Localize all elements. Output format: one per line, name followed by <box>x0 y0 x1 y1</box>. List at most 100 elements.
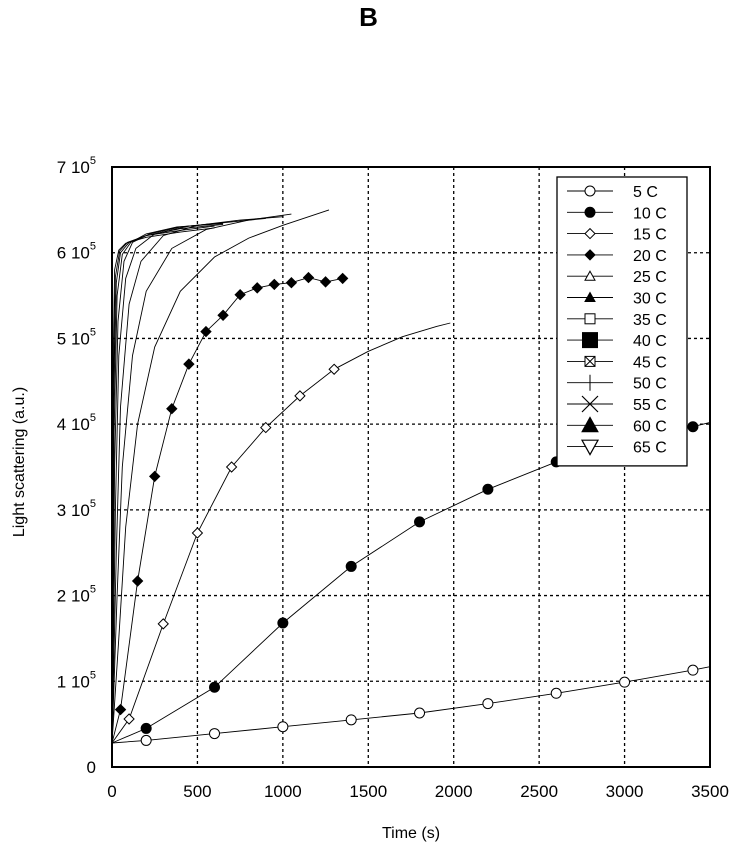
x-tick-label: 0 <box>107 782 116 801</box>
y-tick-label: 0 <box>87 758 96 777</box>
y-tick-mantissa: 3 <box>57 501 71 520</box>
y-tick-label: 2 105 <box>57 584 96 606</box>
legend-label: 35 C <box>633 312 667 329</box>
legend-marker-cross <box>584 356 596 367</box>
data-point <box>114 703 127 716</box>
legend-label: 55 C <box>633 397 667 414</box>
legend-label: 10 C <box>633 205 667 222</box>
y-tick-mantissa: 5 <box>57 329 71 348</box>
legend-label: 40 C <box>633 333 667 350</box>
y-tick-base: 10 <box>71 329 90 348</box>
y-tick-mantissa: 1 <box>57 672 71 691</box>
legend-marker <box>584 291 596 302</box>
data-point <box>225 461 238 473</box>
legend-marker <box>584 227 596 240</box>
legend-box <box>556 176 688 467</box>
data-point <box>140 734 152 746</box>
data-point <box>619 676 631 688</box>
plot-frame <box>111 166 711 768</box>
y-tick-exponent: 5 <box>90 241 96 253</box>
data-point <box>157 618 169 630</box>
series-line <box>111 222 224 744</box>
legend-label: 30 C <box>633 291 667 308</box>
data-point <box>268 278 281 291</box>
data-point <box>277 721 289 733</box>
data-point <box>131 575 144 587</box>
legend-marker <box>584 206 596 218</box>
x-tick-label: 500 <box>183 782 211 801</box>
data-point <box>209 681 221 693</box>
series-markers <box>114 271 699 746</box>
x-axis-title: Time (s) <box>382 825 440 842</box>
y-tick-exponent: 5 <box>90 412 96 424</box>
panel-label: B <box>359 2 378 32</box>
grid <box>112 167 710 767</box>
legend-label: 20 C <box>633 248 667 265</box>
data-point <box>285 277 298 289</box>
data-point <box>209 728 221 740</box>
legend-marker <box>581 395 599 413</box>
y-tick-base: 10 <box>71 501 90 520</box>
data-point <box>687 664 699 676</box>
series-line <box>111 421 711 744</box>
series-line <box>111 666 711 744</box>
y-tick-base: 10 <box>71 587 90 606</box>
y-tick-mantissa: 4 <box>57 415 71 434</box>
x-tick-label: 2500 <box>520 782 558 801</box>
x-tick-label: 3000 <box>606 782 644 801</box>
y-tick-label: 5 105 <box>57 326 96 348</box>
data-point <box>234 289 246 301</box>
legend-label: 65 C <box>633 440 667 457</box>
legend-marker <box>580 439 600 456</box>
legend-marker <box>584 270 596 281</box>
data-point <box>166 403 178 415</box>
data-point <box>414 707 426 719</box>
y-tick-exponent: 5 <box>90 326 96 338</box>
legend-label: 50 C <box>633 376 667 393</box>
legend-marker <box>584 313 596 325</box>
data-point <box>217 309 229 321</box>
legend-marker <box>581 416 599 433</box>
data-point <box>294 390 306 402</box>
legend-label: 60 C <box>633 418 667 435</box>
data-point <box>149 470 161 483</box>
series-line <box>111 213 292 744</box>
y-tick-exponent: 5 <box>90 155 96 167</box>
legend: 5 C 10 C 15 C 20 C 25 C 30 C 35 C 40 C 45 C 50 C 5… <box>556 176 688 467</box>
y-tick-label: 3 105 <box>57 498 96 520</box>
data-point <box>687 421 699 433</box>
legend-label: 5 C <box>633 184 658 201</box>
data-point <box>482 698 494 710</box>
y-tick-base: 10 <box>71 415 90 434</box>
y-tick-base: 10 <box>71 158 90 177</box>
data-point <box>302 271 315 284</box>
y-tick-label: 1 105 <box>57 669 96 691</box>
y-tick-exponent: 5 <box>90 498 96 510</box>
legend-marker <box>584 249 596 261</box>
data-point <box>482 483 494 495</box>
y-tick-label: 6 105 <box>57 241 96 263</box>
data-point <box>277 617 289 629</box>
legend-marker <box>582 332 598 349</box>
series-line <box>111 223 224 744</box>
data-point <box>328 363 340 375</box>
legend-label: 15 C <box>633 227 667 244</box>
y-tick-exponent: 5 <box>90 584 96 596</box>
series-line <box>111 225 215 744</box>
x-tick-label: 1500 <box>349 782 387 801</box>
series-line <box>111 209 330 744</box>
data-point <box>123 713 135 725</box>
data-point <box>550 687 562 699</box>
series-line <box>111 227 215 744</box>
y-tick-exponent: 5 <box>90 669 96 681</box>
data-point <box>183 358 195 370</box>
x-tick-label: 3500 <box>691 782 729 801</box>
y-axis-title: Light scattering (a.u.) <box>11 387 28 537</box>
x-tick-label: 1000 <box>264 782 302 801</box>
y-tick-base: 10 <box>71 672 90 691</box>
x-tick-label: 2000 <box>435 782 473 801</box>
data-point <box>319 276 332 288</box>
data-point <box>345 714 357 726</box>
